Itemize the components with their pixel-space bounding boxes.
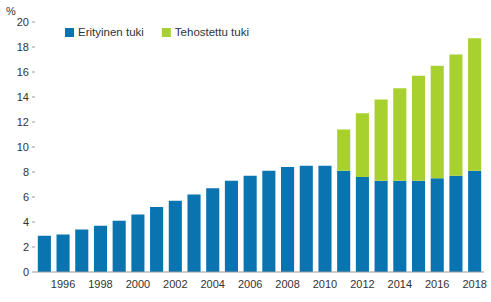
- bars: [38, 38, 481, 272]
- bar: [131, 215, 144, 273]
- x-tick-label: 1996: [51, 278, 75, 290]
- y-tick-label: 18: [17, 41, 29, 53]
- y-tick: [32, 122, 35, 123]
- y-tick-label: 0: [23, 266, 29, 278]
- bar: [375, 181, 388, 272]
- y-tick: [32, 47, 35, 48]
- x-tick-label: 2002: [163, 278, 187, 290]
- y-tick-label: 20: [17, 16, 29, 28]
- x-tick-label: 2006: [238, 278, 262, 290]
- y-tick: [32, 197, 35, 198]
- y-tick: [32, 272, 35, 273]
- x-tick-label: 2000: [126, 278, 150, 290]
- x-tick-label: 2014: [388, 278, 412, 290]
- x-tick-label: 2018: [462, 278, 486, 290]
- bar: [449, 55, 462, 176]
- bar: [468, 38, 481, 171]
- bar: [468, 171, 481, 272]
- y-tick: [32, 172, 35, 173]
- bar: [412, 181, 425, 272]
- y-tick-label: 6: [23, 191, 29, 203]
- bar: [38, 236, 51, 272]
- bar: [356, 177, 369, 272]
- bar: [206, 188, 219, 272]
- y-tick-label: 10: [17, 141, 29, 153]
- y-tick: [32, 247, 35, 248]
- legend-label: Erityinen tuki: [78, 26, 144, 38]
- bar: [300, 166, 313, 272]
- y-tick-label: 8: [23, 166, 29, 178]
- bar: [337, 171, 350, 272]
- y-tick-label: 2: [23, 241, 29, 253]
- chart-svg: 0 2 4 6 8 10 12 14 16 18 20% 1996 1998 2000 2002 2004 20…: [0, 0, 491, 302]
- bar: [225, 181, 238, 272]
- x-tick-label: 1998: [88, 278, 112, 290]
- bar: [169, 201, 182, 272]
- chart-container: 0 2 4 6 8 10 12 14 16 18 20% 1996 1998 2000 2002 2004 20…: [0, 0, 491, 302]
- bar: [375, 100, 388, 181]
- y-tick: [32, 97, 35, 98]
- bar: [431, 66, 444, 179]
- bar: [337, 130, 350, 171]
- y-tick-label: 4: [23, 216, 29, 228]
- x-tick-label: 2004: [200, 278, 224, 290]
- x-tick-label: 2008: [275, 278, 299, 290]
- bar: [244, 176, 257, 272]
- bar: [412, 76, 425, 181]
- y-tick-label: 14: [17, 91, 29, 103]
- bar: [393, 181, 406, 272]
- legend-swatch: [162, 28, 171, 37]
- bar: [431, 178, 444, 272]
- legend-label: Tehostettu tuki: [175, 26, 249, 38]
- y-tick: [32, 22, 35, 23]
- bar: [262, 171, 275, 272]
- bar: [281, 167, 294, 272]
- bar: [113, 221, 126, 272]
- bar: [449, 176, 462, 272]
- bar: [94, 226, 107, 272]
- y-axis-label: %: [6, 5, 16, 17]
- x-tick-label: 2012: [350, 278, 374, 290]
- y-tick-label: 12: [17, 116, 29, 128]
- bar: [318, 166, 331, 272]
- y-tick: [32, 72, 35, 73]
- bar: [57, 235, 70, 273]
- y-tick: [32, 147, 35, 148]
- y-tick-label: 16: [17, 66, 29, 78]
- legend-swatch: [65, 28, 74, 37]
- bar: [393, 88, 406, 181]
- bar: [75, 230, 88, 273]
- bar: [150, 207, 163, 272]
- y-tick: [32, 222, 35, 223]
- bar: [187, 195, 200, 273]
- x-tick-label: 2010: [313, 278, 337, 290]
- x-tick-label: 2016: [425, 278, 449, 290]
- bar: [356, 113, 369, 177]
- x-axis: [35, 272, 484, 273]
